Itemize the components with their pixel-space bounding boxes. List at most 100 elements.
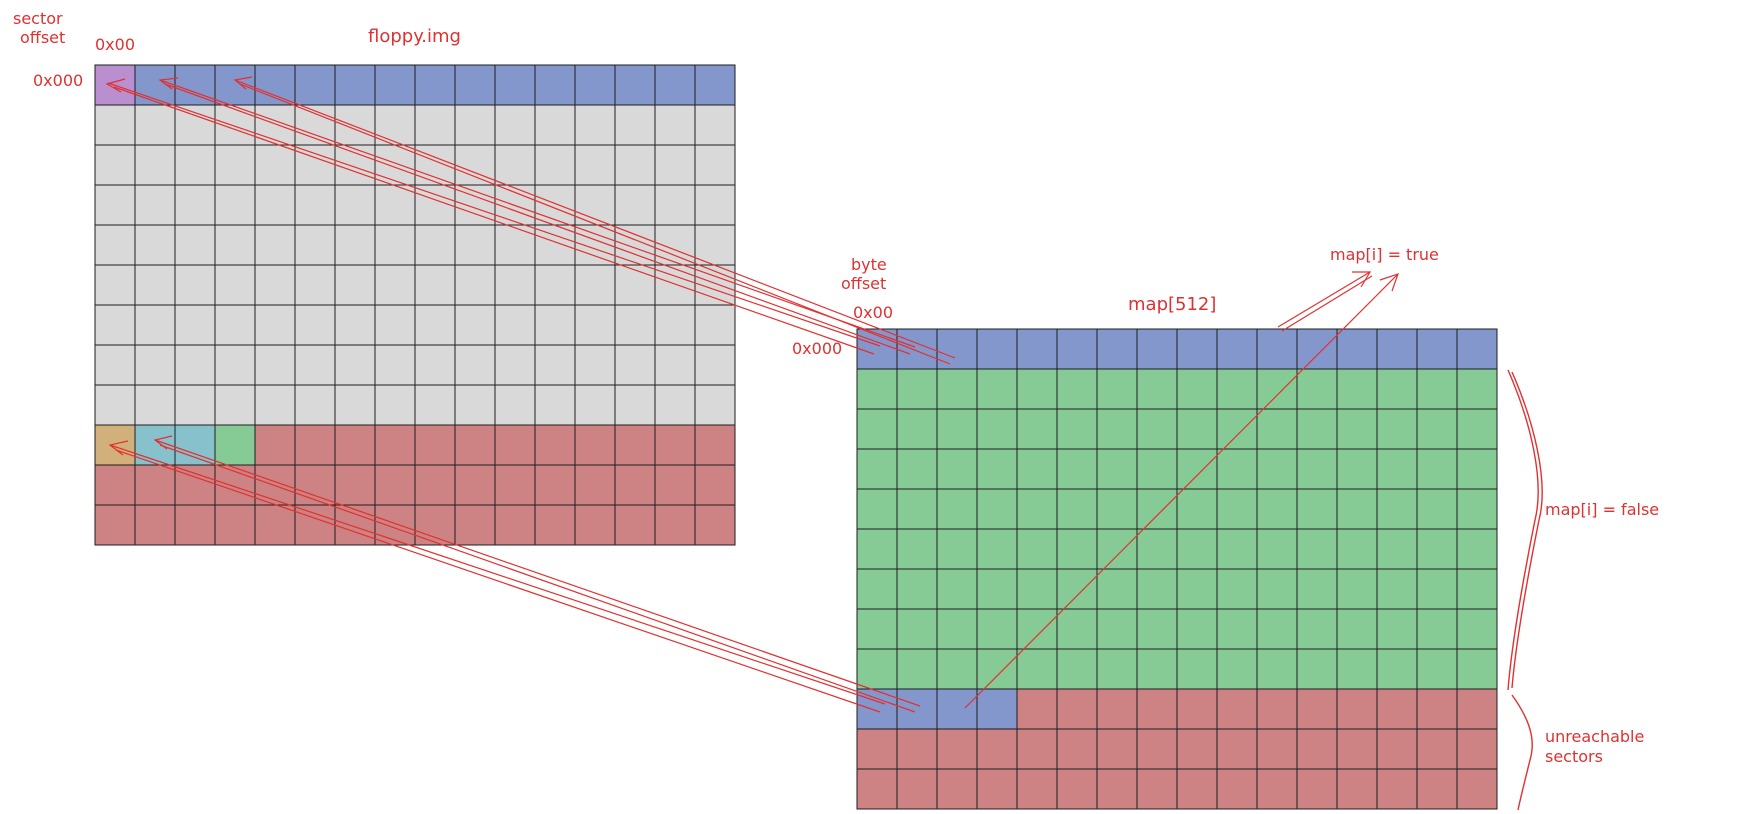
- map-cell: [1136, 408, 1178, 450]
- map-cell: [896, 768, 938, 810]
- floppy-cell: [174, 184, 216, 226]
- map-cell: [1376, 488, 1418, 530]
- map-cell: [1016, 648, 1058, 690]
- map-cell: [1256, 368, 1298, 410]
- map-cell: [1216, 648, 1258, 690]
- floppy-cell: [454, 504, 496, 546]
- map-cell: [1256, 648, 1298, 690]
- map-cell: [1416, 568, 1458, 610]
- arrow-line: [164, 83, 911, 355]
- floppy-cell: [614, 464, 656, 506]
- floppy-cell: [494, 144, 536, 186]
- floppy-cell: [614, 104, 656, 146]
- floppy-cell: [94, 384, 136, 426]
- arrow-line: [115, 449, 881, 713]
- arrow-line: [234, 79, 956, 359]
- floppy-cell: [694, 64, 736, 106]
- map-cell: [1456, 728, 1498, 770]
- floppy-cell: [334, 144, 376, 186]
- floppy-cell: [454, 344, 496, 386]
- floppy-cell: [494, 424, 536, 466]
- floppy-cell: [254, 144, 296, 186]
- map-cell: [1416, 648, 1458, 690]
- map-cell: [1056, 648, 1098, 690]
- arrow-line: [154, 439, 921, 707]
- arrow-head: [153, 435, 173, 450]
- floppy-cell: [134, 344, 176, 386]
- floppy-cell: [694, 304, 736, 346]
- map-cell: [856, 608, 898, 650]
- map-cell: [1456, 408, 1498, 450]
- map-cell: [1376, 368, 1418, 410]
- map-cell: [976, 488, 1018, 530]
- map-cell: [896, 568, 938, 610]
- map-cell: [1456, 528, 1498, 570]
- map-cell: [1456, 328, 1498, 370]
- map-cell: [1416, 608, 1458, 650]
- floppy-cell: [174, 224, 216, 266]
- map-cell: [856, 768, 898, 810]
- floppy-cell: [174, 304, 216, 346]
- floppy-cell: [374, 184, 416, 226]
- map-cell: [1336, 608, 1378, 650]
- map-cell: [1376, 608, 1418, 650]
- floppy-cell: [334, 304, 376, 346]
- map-cell: [1376, 648, 1418, 690]
- map-cell: [1456, 608, 1498, 650]
- map-cell: [1296, 528, 1338, 570]
- floppy-cell: [654, 144, 696, 186]
- map-cell: [1176, 368, 1218, 410]
- floppy-cell: [254, 64, 296, 106]
- map-cell: [1296, 608, 1338, 650]
- unreachable-brace: [1511, 694, 1533, 811]
- map-cell: [1296, 768, 1338, 810]
- floppy-cell: [654, 304, 696, 346]
- map-cell: [1016, 728, 1058, 770]
- arrow-line: [1277, 271, 1371, 328]
- floppy-cell: [414, 104, 456, 146]
- map-cell: [1336, 728, 1378, 770]
- map-cell: [936, 488, 978, 530]
- map-cell: [1096, 328, 1138, 370]
- floppy-cell: [254, 264, 296, 306]
- floppy-cell: [534, 304, 576, 346]
- floppy-cell: [334, 264, 376, 306]
- map-cell: [1336, 368, 1378, 410]
- map-cell: [1376, 688, 1418, 730]
- floppy-cell: [294, 184, 336, 226]
- floppy-cell: [334, 464, 376, 506]
- map-cell: [1456, 448, 1498, 490]
- floppy-cell: [494, 504, 536, 546]
- map-cell: [1136, 448, 1178, 490]
- floppy-cell: [494, 344, 536, 386]
- floppy-cell: [94, 104, 136, 146]
- byte-offset-label-line1: byte: [851, 255, 887, 274]
- floppy-cell: [214, 184, 256, 226]
- map-grid: [856, 328, 1498, 810]
- map-cell: [1136, 368, 1178, 410]
- floppy-cell: [534, 504, 576, 546]
- map-cell: [1056, 368, 1098, 410]
- floppy-cell: [694, 504, 736, 546]
- map-cell: [1296, 728, 1338, 770]
- map-cell: [1016, 448, 1058, 490]
- map-cell: [1216, 608, 1258, 650]
- floppy-cell: [94, 424, 136, 466]
- floppy-cell: [94, 344, 136, 386]
- floppy-cell: [574, 104, 616, 146]
- floppy-cell: [94, 264, 136, 306]
- floppy-cell: [534, 424, 576, 466]
- floppy-cell: [374, 264, 416, 306]
- arrow-line: [159, 444, 916, 713]
- floppy-cell: [694, 144, 736, 186]
- map-cell: [1056, 768, 1098, 810]
- map-cell: [1336, 768, 1378, 810]
- floppy-cell: [254, 224, 296, 266]
- floppy-cell: [534, 264, 576, 306]
- map-cell: [1416, 528, 1458, 570]
- map-cell: [1416, 408, 1458, 450]
- map-cell: [1136, 488, 1178, 530]
- floppy-cell: [254, 424, 296, 466]
- map-cell: [1176, 488, 1218, 530]
- arrow-head: [1352, 271, 1372, 288]
